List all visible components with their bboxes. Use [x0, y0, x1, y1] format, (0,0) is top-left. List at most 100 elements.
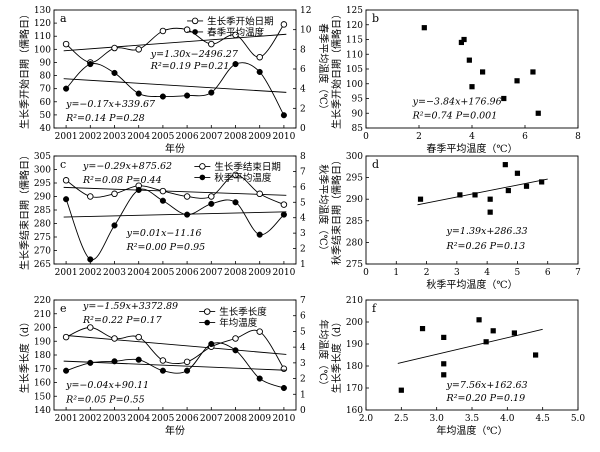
- data-point-square: [514, 78, 520, 84]
- x-tick-label: 2.5: [394, 414, 409, 424]
- data-point-square: [458, 39, 464, 46]
- data-point-filled: [280, 211, 287, 218]
- panel-c: 2001 2002 2003 2004 2005 2006 2007 2008 2009 2010…: [18, 150, 330, 278]
- data-point-open: [256, 328, 263, 335]
- panel-label: b: [372, 12, 379, 25]
- y2-tick-label: 7: [300, 167, 306, 177]
- annotation-eq1: y=−1.59x+3372.89: [82, 301, 178, 312]
- panel-d: 0 1 2 3 4 5 6 7 275 280 285 290 295 300 d 秋季平均温度（℃） 秋季结束…: [330, 152, 581, 291]
- y-tick-label: 115: [346, 36, 363, 46]
- x-tick-label: 0: [363, 268, 369, 278]
- y-tick-label: 170: [34, 365, 51, 375]
- data-point-square: [398, 387, 404, 393]
- data-point-open: [135, 46, 142, 53]
- y2-tick-label: 5: [300, 327, 306, 337]
- data-point-square: [533, 352, 539, 358]
- data-point-square: [514, 170, 521, 176]
- data-point-open: [159, 27, 167, 35]
- data-point-square: [490, 328, 496, 334]
- data-point-square: [441, 372, 447, 378]
- data-point-open: [183, 193, 191, 200]
- x-tick-label: 2008: [224, 414, 247, 424]
- data-point-square: [511, 330, 517, 336]
- y2-tick-label: 3: [300, 229, 306, 239]
- data-point-square: [487, 196, 493, 202]
- y-tick-label: 285: [34, 206, 51, 216]
- plot-frame: [365, 155, 579, 265]
- data-point-filled: [184, 367, 191, 374]
- x-tick-label: 2010: [272, 132, 295, 142]
- annotation-r2: R²=0.14 P=0.28: [65, 113, 145, 124]
- data-point-open: [62, 177, 70, 184]
- y2-tick-label: 7: [300, 296, 306, 306]
- y-tick-label: 95: [352, 95, 364, 105]
- data-point-filled: [135, 186, 142, 193]
- data-point-filled: [111, 69, 118, 76]
- panel-e: 2001 2002 2003 2004 2005 2006 2007 2008 2009 2010…: [18, 296, 330, 437]
- x-tick-label: 2009: [248, 414, 271, 424]
- panel-a: 2001 2002 2003 2004 2005 2006 2007 2008 2009 2010…: [18, 6, 330, 155]
- data-point-square: [480, 69, 486, 75]
- y-tick-label: 100: [34, 45, 51, 55]
- data-point-open: [87, 324, 94, 331]
- data-point-filled: [232, 347, 239, 354]
- y2-tick-label: 2: [300, 245, 306, 255]
- y-tick-label: 275: [346, 260, 363, 270]
- y-tick-label: 190: [346, 340, 363, 350]
- trend-line-1: [63, 33, 287, 52]
- data-point-open: [280, 365, 288, 373]
- y2-tick-label: 4: [300, 85, 306, 95]
- panel-label: c: [60, 158, 66, 171]
- y-tick-label: 120: [34, 19, 51, 29]
- y-axis-label: 秋季结束日期（儒略日）: [330, 155, 343, 265]
- data-point-square: [501, 95, 507, 102]
- panel-label: d: [372, 158, 379, 171]
- trend-line-1: [63, 334, 287, 355]
- y2-tick-label: 3: [300, 359, 306, 369]
- x-tick-label: 2004: [127, 414, 150, 424]
- x-tick-label: 2009: [248, 268, 271, 278]
- series-line-2: [65, 188, 285, 261]
- y-tick-label: 280: [346, 238, 363, 248]
- panel-label: e: [60, 302, 67, 315]
- data-point-open: [87, 193, 94, 200]
- legend-label: 生长季长度: [219, 306, 267, 318]
- x-tick-label: 2005: [151, 268, 174, 278]
- data-point-square: [421, 25, 427, 31]
- data-point-filled: [111, 358, 118, 365]
- legend-label: 生长季开始日期: [207, 15, 274, 27]
- y-axis-label: 生长季长度（d）: [18, 317, 31, 393]
- y-tick-label: 130: [34, 6, 51, 16]
- data-point-filled: [63, 85, 70, 92]
- data-point-filled: [208, 200, 215, 207]
- x-axis-label: 春季平均温度（℃）: [426, 142, 517, 155]
- x-tick-label: 8: [575, 132, 581, 142]
- data-point-filled: [87, 359, 94, 366]
- series-line-1: [65, 327, 285, 369]
- trend-line-2: [63, 360, 287, 371]
- data-point-open: [159, 357, 167, 364]
- y-tick-label: 295: [346, 174, 363, 184]
- fit-line: [397, 328, 543, 364]
- data-point-square: [539, 179, 545, 185]
- data-point-filled: [87, 61, 94, 68]
- x-tick-label: 2002: [79, 414, 102, 424]
- annotation-eq: y=−3.84x+176.96: [412, 96, 502, 107]
- data-point-square: [466, 57, 472, 63]
- y2-tick-label: 6: [300, 183, 306, 193]
- x-tick-label: 3.5: [465, 414, 480, 424]
- y-tick-label: 80: [40, 72, 52, 82]
- y-tick-label: 200: [346, 318, 363, 328]
- x-tick-label: 2003: [103, 414, 126, 424]
- y-tick-label: 300: [346, 152, 363, 162]
- x-tick-label: 6: [522, 132, 528, 142]
- x-tick-label: 2006: [176, 268, 199, 278]
- data-point-open: [256, 53, 263, 61]
- x-tick-label: 2001: [55, 414, 78, 424]
- data-point-filled: [111, 222, 118, 229]
- legend-label: 秋季平均温度: [214, 172, 272, 184]
- x-tick-label: 2010: [272, 268, 295, 278]
- data-point-square: [535, 110, 541, 116]
- x-tick-label: 4.0: [500, 414, 515, 424]
- y-tick-label: 295: [34, 179, 51, 189]
